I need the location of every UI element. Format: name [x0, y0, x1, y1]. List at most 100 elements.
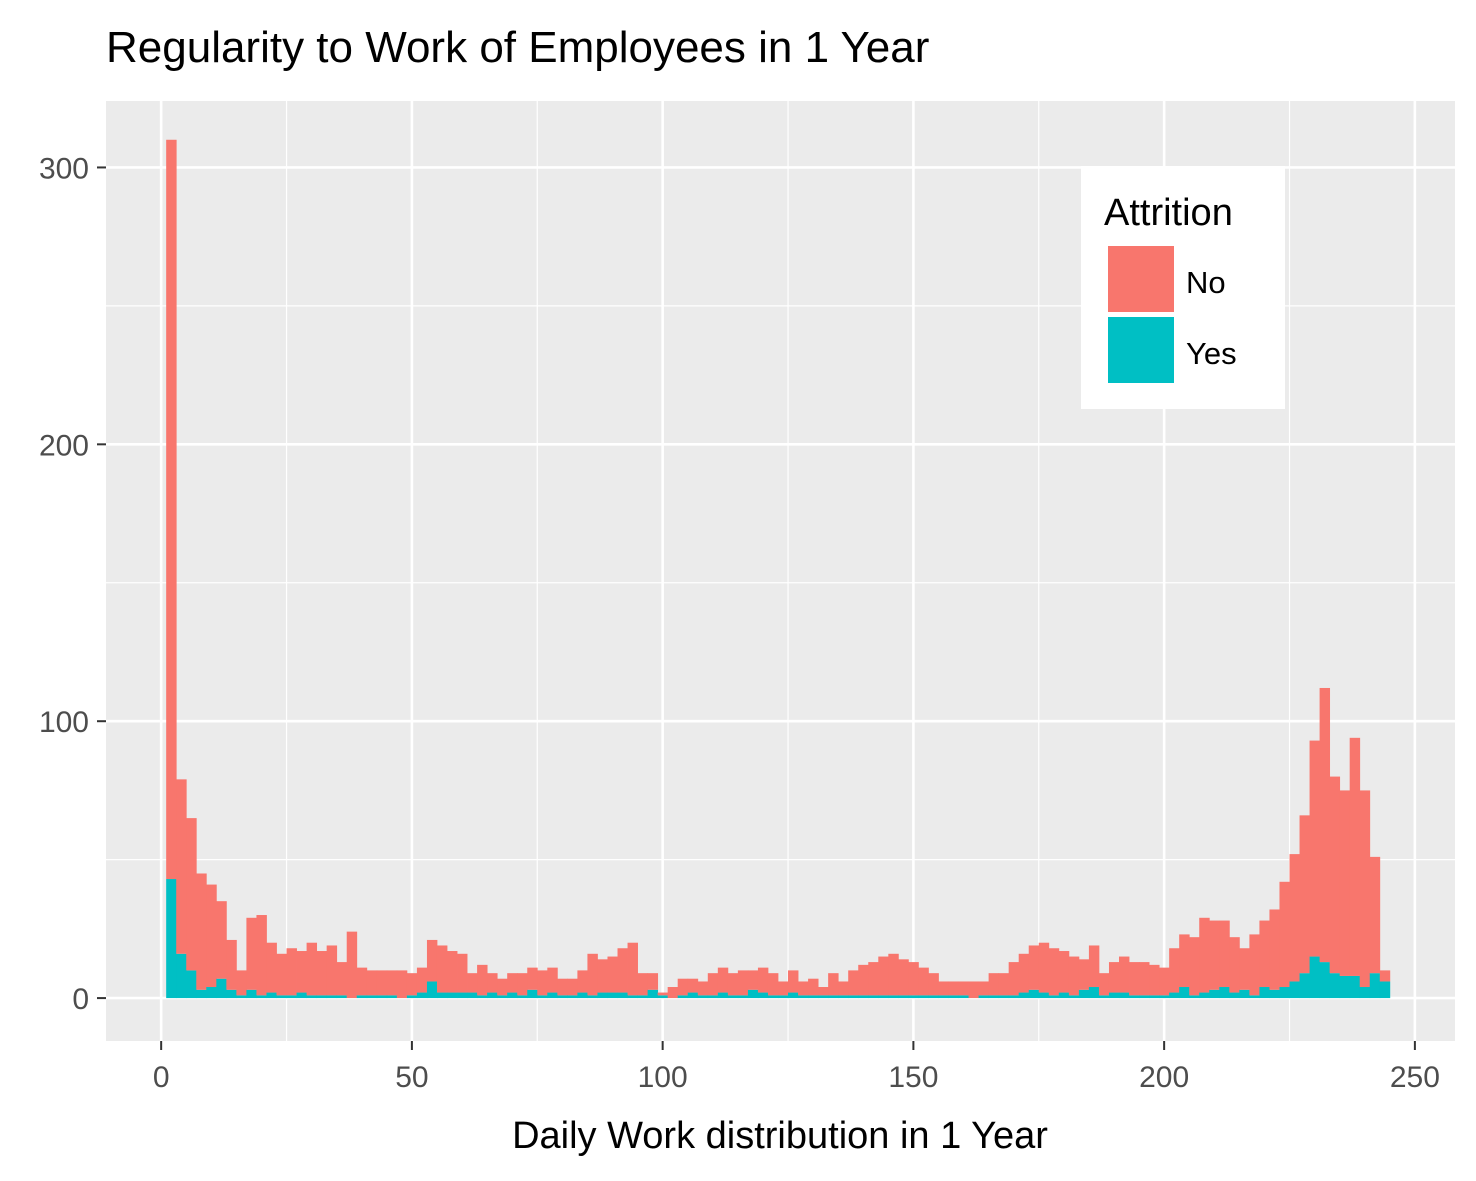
bar-no [1299, 815, 1310, 974]
bar-yes [908, 995, 919, 999]
bar-no [457, 953, 468, 993]
bar-yes [1129, 995, 1140, 999]
bar-no [416, 967, 428, 993]
bar-no [697, 981, 709, 996]
bar-yes [286, 995, 297, 999]
x-tick-label: 250 [1390, 1061, 1440, 1094]
bar-yes [1028, 989, 1040, 999]
bar-no [386, 970, 398, 996]
bar-yes [1289, 981, 1300, 999]
bar-no [336, 962, 348, 996]
bar-yes [336, 995, 348, 999]
bar-no [1068, 956, 1080, 996]
bar-no [1279, 881, 1290, 988]
bar-yes [1279, 987, 1290, 999]
bar-yes [607, 992, 618, 999]
bar-no [447, 951, 458, 993]
x-tick-label: 100 [638, 1061, 688, 1094]
bar-yes [1299, 973, 1310, 999]
bar-yes [206, 987, 217, 999]
bar-no [828, 973, 839, 996]
bar-yes [717, 992, 729, 999]
legend-key-no [1108, 246, 1174, 312]
x-tick-label: 150 [888, 1061, 938, 1094]
bar-no [808, 978, 819, 996]
bar-no [436, 945, 448, 993]
bar-no [346, 931, 358, 999]
bar-no [878, 956, 889, 996]
bar-yes [216, 978, 227, 999]
bar-yes [828, 995, 839, 999]
bar-no [366, 970, 378, 996]
bar-no [206, 884, 217, 988]
bar-yes [517, 995, 528, 999]
bar-no [537, 970, 548, 996]
bar-no [918, 967, 929, 996]
bar-yes [1018, 992, 1030, 999]
bar-no [948, 981, 959, 996]
bar-no [166, 139, 177, 880]
bar-no [1359, 790, 1371, 988]
bar-yes [1329, 973, 1341, 999]
bar-yes [1239, 989, 1250, 999]
bar-yes [1229, 992, 1240, 999]
bar-yes [477, 995, 488, 999]
bar-yes [567, 995, 578, 999]
bar-no [1179, 934, 1190, 988]
bar-yes [627, 995, 638, 999]
bar-yes [978, 995, 990, 999]
bar-no [306, 942, 318, 996]
bar-no [707, 973, 719, 996]
bar-yes [1008, 995, 1020, 999]
bar-no [1129, 962, 1140, 996]
bar-no [1169, 948, 1180, 993]
bar-yes [1319, 962, 1331, 999]
bar-yes [1249, 995, 1260, 999]
bar-no [788, 970, 799, 993]
bar-no [396, 970, 408, 999]
bars [166, 139, 1391, 999]
bar-yes [406, 995, 418, 999]
bar-yes [1269, 989, 1280, 999]
bar-yes [557, 995, 568, 999]
bar-yes [928, 995, 939, 999]
bar-no [1048, 948, 1060, 996]
bar-no [607, 956, 618, 993]
bar-yes [487, 992, 498, 999]
bar-no [1139, 962, 1150, 996]
bar-no [176, 779, 187, 954]
bar-no [737, 970, 749, 996]
bar-yes [577, 992, 588, 999]
bar-no [637, 973, 649, 996]
bar-yes [1379, 981, 1391, 999]
bar-yes [306, 995, 318, 999]
bar-yes [1048, 995, 1060, 999]
bar-yes [788, 992, 799, 999]
legend-label-no: No [1186, 265, 1226, 300]
bar-yes [507, 992, 518, 999]
bar-yes [1108, 992, 1120, 999]
bar-yes [1349, 975, 1361, 999]
bar-yes [1078, 989, 1090, 999]
bar-yes [948, 995, 959, 999]
bar-no [1119, 956, 1130, 993]
bar-no [767, 973, 779, 996]
bar-yes [1149, 995, 1160, 999]
bar-no [1259, 920, 1270, 988]
bar-no [196, 873, 207, 990]
bar-no [326, 945, 338, 996]
bar-no [1038, 942, 1050, 993]
bar-yes [447, 992, 458, 999]
bar-no [687, 978, 699, 993]
bar-yes [436, 992, 448, 999]
bar-no [1098, 973, 1110, 996]
legend-title: Attrition [1104, 192, 1233, 234]
bar-no [858, 964, 869, 996]
bar-no [848, 970, 859, 996]
bar-no [1339, 790, 1351, 976]
bar-no [727, 973, 739, 996]
bar-yes [457, 992, 468, 999]
bar-yes [657, 995, 669, 999]
bar-no [477, 964, 488, 996]
bar-yes [707, 995, 719, 999]
